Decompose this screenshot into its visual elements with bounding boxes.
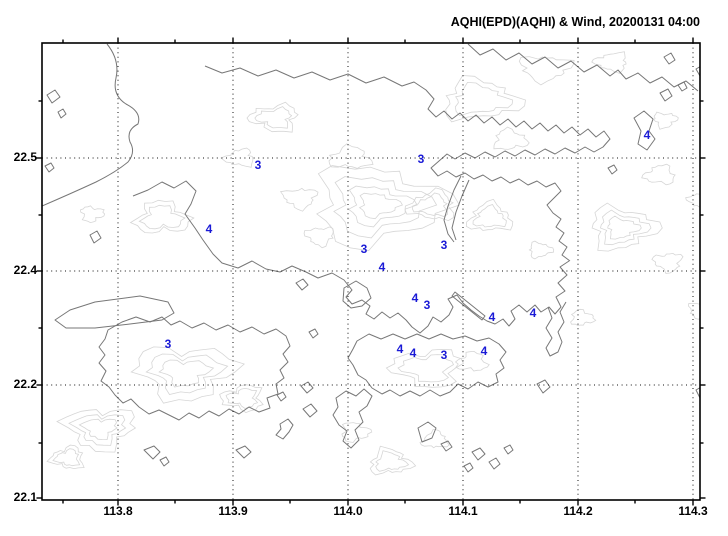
coast-nt-north [204,65,611,262]
coast-nt-south [132,180,570,334]
hong-kong-island [347,333,507,397]
station-aqhi-value: 3 [423,298,431,312]
gridlines [42,43,700,500]
y-tick-label: 22.5 [13,150,37,164]
plot-border [41,42,701,501]
station-aqhi-value: 4 [205,222,213,236]
coast-shenzhen-east [467,43,699,92]
lantau-island [98,316,291,421]
coast-shatin-inlet [443,175,470,243]
station-aqhi-value: 3 [440,348,448,362]
tsing-yi-island [342,280,372,309]
station-aqhi-value: 3 [254,158,262,172]
station-aqhi-value: 4 [643,128,651,142]
terrain-contours [46,51,700,476]
x-tick-label: 114.2 [563,504,593,518]
station-aqhi-value: 4 [411,291,419,305]
y-tick-label: 22.2 [13,377,37,391]
airport-island [54,295,175,329]
coast-clearwater-bay [545,301,567,357]
station-aqhi-value: 3 [164,337,172,351]
y-tick-label: 22.1 [13,490,37,504]
plot-title: AQHI(EPD)(AQHI) & Wind, 20200131 04:00 [450,15,700,29]
station-aqhi-value: 4 [409,346,417,360]
station-aqhi-value: 4 [378,260,386,274]
small-islands [44,52,700,473]
x-tick-label: 114.1 [448,504,478,518]
x-tick-label: 114.3 [678,504,708,518]
station-aqhi-value: 4 [529,306,537,320]
kai-tak-runway [451,291,486,321]
lamma-island [332,388,373,449]
station-aqhi-value: 4 [480,344,488,358]
station-aqhi-value: 4 [488,310,496,324]
station-aqhi-value: 3 [360,242,368,256]
x-tick-label: 114.0 [333,504,363,518]
station-aqhi-value: 4 [396,342,404,356]
axis-ticks [36,37,706,506]
station-aqhi-value: 3 [440,238,448,252]
coast-shenzhen-west [42,43,140,207]
y-tick-label: 22.4 [13,263,37,277]
x-tick-label: 113.9 [218,504,248,518]
coastline [42,43,700,473]
x-tick-label: 113.8 [103,504,133,518]
station-aqhi-value: 3 [417,152,425,166]
